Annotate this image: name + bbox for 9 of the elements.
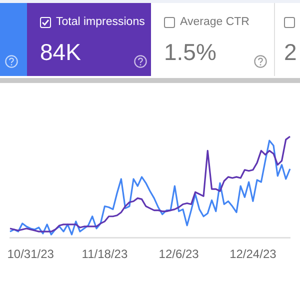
x-tick-label: 10/31/23 — [7, 247, 54, 262]
x-tick-label: 11/18/23 — [82, 247, 128, 262]
text: Average CTR — [180, 16, 250, 28]
x-tick-label: 12/6/23 — [158, 247, 200, 262]
text: Total impressions — [56, 16, 145, 28]
text: 2 — [284, 39, 297, 66]
x-tick-label: 12/24/23 — [230, 247, 277, 262]
text: 84K — [40, 39, 81, 66]
text: 1.5% — [164, 39, 216, 66]
